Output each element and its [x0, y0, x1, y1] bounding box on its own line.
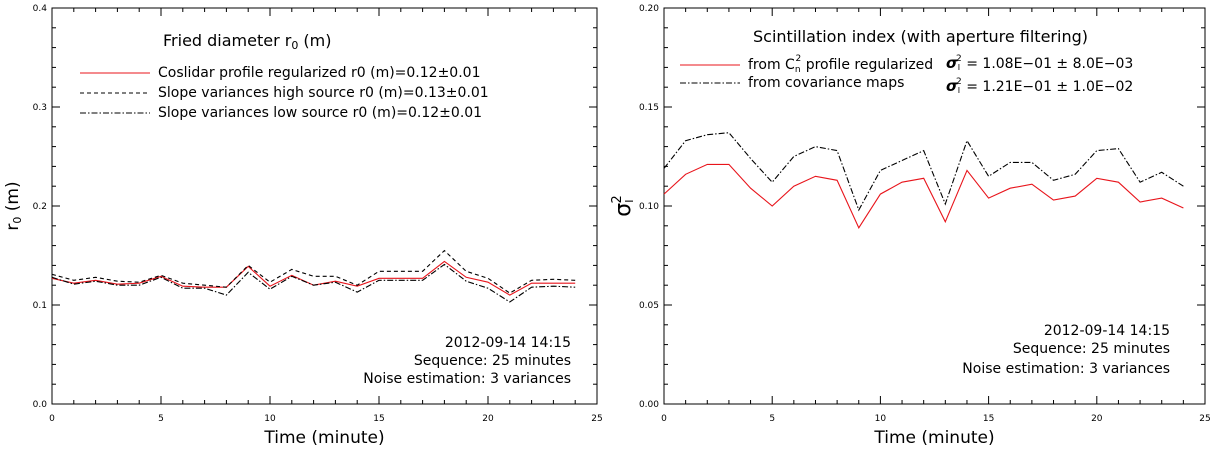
x-axis-label: Time (minute) — [263, 428, 384, 448]
series-line-3 — [51, 263, 576, 303]
legend-label-2: from covariance maps — [748, 75, 904, 91]
x-tick-label: 15 — [983, 414, 994, 424]
y-tick-label: 0.05 — [639, 301, 659, 311]
x-tick-label: 25 — [1199, 414, 1210, 424]
series-line-1 — [51, 260, 576, 296]
legend-label-3: Slope variances low source r0 (m)=0.12±0… — [158, 105, 482, 121]
series-line-2 — [663, 132, 1184, 212]
y-tick-label: 0.2 — [33, 202, 47, 212]
y-tick-label: 0.20 — [639, 4, 659, 14]
y-tick-label: 0.00 — [639, 400, 659, 410]
y-tick-label: 0.15 — [639, 103, 659, 113]
chart-panel-2: 0 5 10 15 20 25 0.00 0.05 0.10 0.15 0.20 Time (minu… — [610, 4, 1211, 448]
x-tick-label: 5 — [158, 414, 164, 424]
legend-label-2: Slope variances high source r0 (m)=0.13±… — [158, 85, 489, 101]
x-axis-label: Time (minute) — [873, 428, 994, 448]
annotation-3: Noise estimation: 3 variances — [363, 371, 571, 387]
x-tick-label: 10 — [264, 414, 276, 424]
x-tick-label: 25 — [591, 414, 602, 424]
x-tick-label: 20 — [482, 414, 494, 424]
x-tick-label: 10 — [875, 414, 887, 424]
legend-stat-1: σI2 = 1.08E−01 ± 8.0E−03 — [946, 54, 1133, 73]
annotation-1: 2012-09-14 14:15 — [1044, 323, 1170, 339]
series-line-1 — [663, 163, 1184, 229]
y-tick-label: 0.10 — [639, 202, 659, 212]
y-axis-label: r0 (m) — [3, 181, 24, 230]
legend-stat-2: σI2 = 1.21E−01 ± 1.0E−02 — [946, 77, 1133, 96]
chart-title: Scintillation index (with aperture filte… — [753, 27, 1088, 46]
legend-label-1: Coslidar profile regularized r0 (m)=0.12… — [158, 65, 480, 81]
y-tick-label: 0.1 — [33, 301, 47, 311]
annotation-1: 2012-09-14 14:15 — [445, 335, 571, 351]
chart-panel-1: 0 5 10 15 20 25 0.0 0.1 0.2 0.3 0.4 Time (minute) r0… — [3, 4, 603, 448]
x-tick-label: 15 — [373, 414, 384, 424]
annotation-2: Sequence: 25 minutes — [414, 353, 571, 369]
x-tick-label: 5 — [769, 414, 775, 424]
chart-title: Fried diameter r0 (m) — [163, 31, 332, 52]
annotation-3: Noise estimation: 3 variances — [962, 361, 1170, 377]
x-tick-label: 20 — [1091, 414, 1103, 424]
y-tick-label: 0.3 — [33, 103, 47, 113]
y-tick-label: 0.4 — [33, 4, 48, 14]
legend-label-1: from Cn2 profile regularized — [748, 54, 933, 75]
y-tick-label: 0.0 — [33, 400, 48, 410]
x-tick-label: 0 — [661, 414, 667, 424]
x-tick-label: 0 — [49, 414, 55, 424]
annotation-2: Sequence: 25 minutes — [1013, 341, 1170, 357]
y-axis-label: σI2 — [610, 195, 636, 216]
